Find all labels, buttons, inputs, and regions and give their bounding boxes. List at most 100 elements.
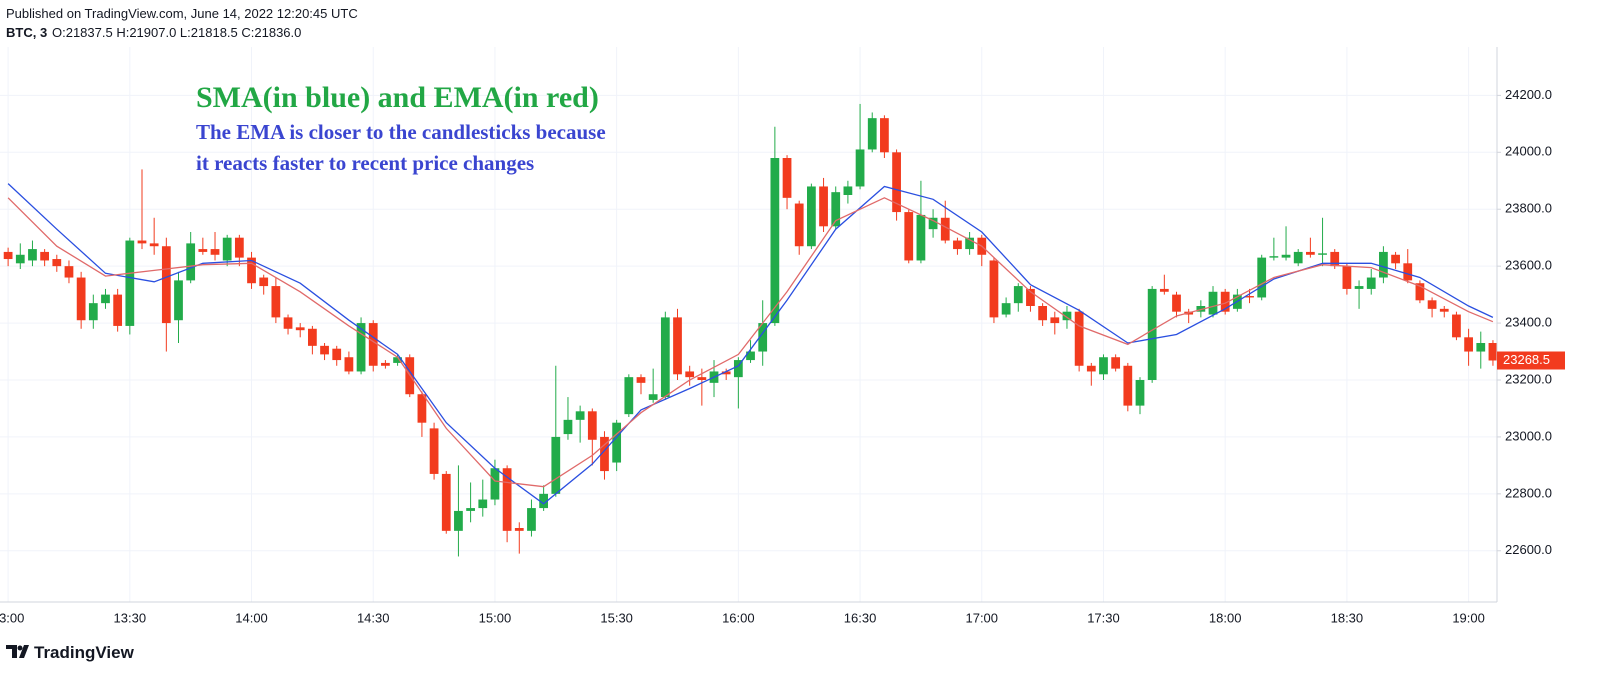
candle-body [807,186,816,247]
x-tick-label: 13:00 [0,610,24,625]
y-tick-label: 22800.0 [1505,485,1552,500]
candle-body [892,152,901,213]
candle-body [113,294,123,326]
candle-body [259,277,269,287]
candle-body [697,377,707,380]
candle-body [1208,291,1218,315]
candle-body [1159,288,1169,292]
x-tick-label: 18:00 [1209,610,1242,625]
x-tick-label: 19:00 [1452,610,1485,625]
candle-body [295,327,305,331]
candle-body [1293,251,1303,264]
candle-body [843,186,853,195]
candle-body [612,422,622,463]
last-price-box [1497,351,1565,370]
candle-body [356,323,366,372]
candle-body [1013,286,1023,304]
annotation: The EMA is closer to the candlesticks be… [196,120,606,144]
plot-area [0,47,1498,602]
candle-body [1318,253,1327,255]
candle-body [466,508,475,511]
candle-body [1476,343,1486,352]
candle-body [940,217,950,241]
candle-body [101,294,110,304]
candle-body [1342,266,1352,289]
candle-body [344,357,354,372]
candle-body [758,323,768,352]
candle-body [76,277,86,321]
y-tick-label: 22600.0 [1505,542,1552,557]
candle-body [916,214,926,261]
candle-body [1026,288,1035,306]
y-tick-label: 23600.0 [1505,258,1552,273]
moving-average-line [7,197,1494,488]
brand-name: TradingView [34,643,135,662]
x-tick-label: 16:30 [844,610,877,625]
ohlc-readout: O:21837.5 H:21907.0 L:21818.5 C:21836.0 [52,25,301,40]
y-tick-label: 23000.0 [1505,428,1552,443]
y-tick-label: 24000.0 [1505,144,1552,159]
candle-body [441,473,451,531]
candle-body [1391,254,1400,264]
candle-body [234,237,244,258]
x-tick-label: 15:30 [600,610,633,625]
candle-body [1379,251,1388,278]
candle-body [52,259,62,267]
candle-body [1281,254,1291,258]
candle-body [636,377,646,383]
candle-body [673,317,682,375]
annotation: it reacts faster to recent price changes [196,151,534,175]
candle-body [527,508,536,531]
candle-body [1001,303,1011,315]
x-tick-label: 14:30 [357,610,390,625]
candle-body [660,317,670,398]
moving-average-line [7,183,1494,505]
candle-body [1062,311,1072,321]
candle-body [174,280,183,321]
candle-body [161,246,171,324]
candle-body [393,357,402,363]
candle-body [721,371,731,375]
candle-body [186,243,196,281]
candle-body [1099,357,1108,375]
candle-body [1464,337,1473,352]
candle-body [1427,300,1437,309]
candle-body [502,468,512,531]
candle-body [283,317,293,329]
candle-body [381,362,390,366]
candle-body [1245,296,1254,298]
candle-body [770,158,780,324]
x-tick-label: 13:30 [114,610,147,625]
candle-body [1074,311,1084,366]
candle-body [746,351,755,361]
candle-body [904,212,914,261]
candle-body [149,243,159,247]
candle-body [1366,277,1376,289]
candle-body [1086,365,1096,372]
last-price-label: 23268.5 [1503,352,1550,367]
candle-body [1330,251,1340,267]
candle-body [1452,314,1461,338]
candle-body [1172,294,1181,312]
x-tick-label: 17:00 [965,610,998,625]
candle-body [490,468,500,500]
candle-body [478,499,488,509]
candle-body [247,257,256,284]
candle-body [320,345,329,355]
candle-body [733,360,743,378]
candle-body [332,348,342,361]
candle-body [454,510,463,531]
candle-body [1050,317,1060,324]
candle-body [514,528,524,531]
candle-body [989,260,999,318]
symbol: BTC, 3 [6,25,47,40]
candle-body [1439,308,1449,312]
candle-body [40,251,50,261]
candle-body [15,254,25,264]
candle-body [1488,343,1498,361]
candle-body [648,394,658,400]
candle-body [1403,263,1413,281]
candle-body [575,411,585,420]
